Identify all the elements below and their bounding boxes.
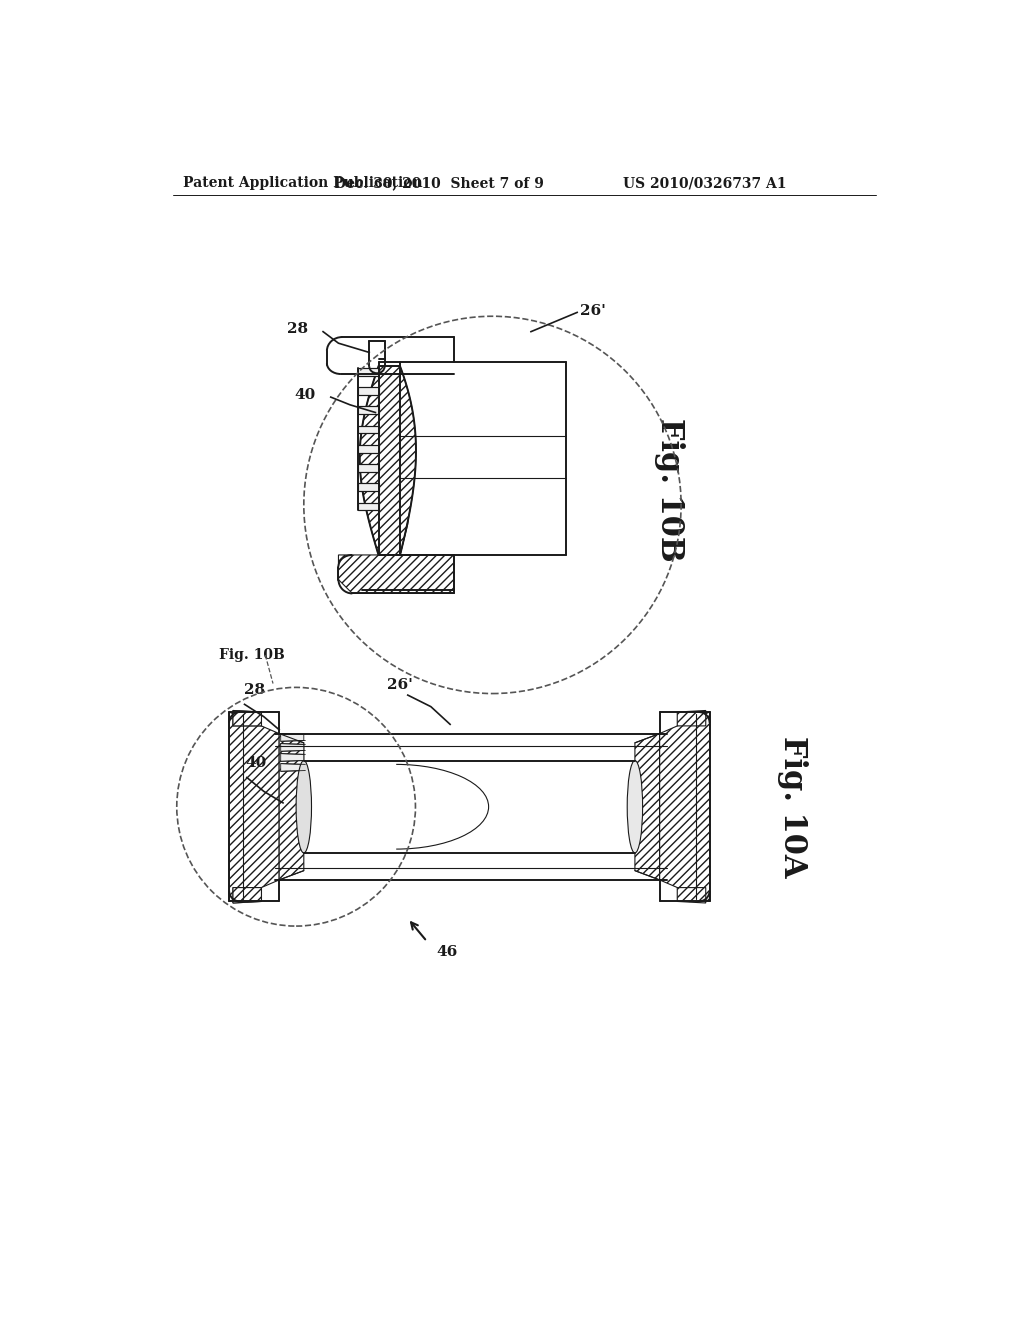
Polygon shape <box>280 734 304 880</box>
Polygon shape <box>233 710 261 726</box>
Polygon shape <box>677 887 706 903</box>
Polygon shape <box>357 425 379 433</box>
Polygon shape <box>379 367 412 554</box>
Text: Dec. 30, 2010  Sheet 7 of 9: Dec. 30, 2010 Sheet 7 of 9 <box>334 176 544 190</box>
Polygon shape <box>281 743 304 751</box>
Polygon shape <box>357 387 379 395</box>
Text: 40: 40 <box>294 388 315 401</box>
Polygon shape <box>339 554 454 594</box>
Polygon shape <box>233 710 261 726</box>
Polygon shape <box>677 710 706 726</box>
Polygon shape <box>281 754 304 762</box>
Polygon shape <box>635 734 659 880</box>
Text: 40: 40 <box>246 756 266 770</box>
Text: 26': 26' <box>387 678 413 692</box>
Text: Patent Application Publication: Patent Application Publication <box>183 176 423 190</box>
Polygon shape <box>229 711 280 902</box>
Text: 26': 26' <box>581 304 606 318</box>
Ellipse shape <box>296 760 311 853</box>
Ellipse shape <box>628 760 643 853</box>
Polygon shape <box>359 367 416 554</box>
Polygon shape <box>357 445 379 453</box>
Polygon shape <box>233 887 261 903</box>
Polygon shape <box>357 465 379 471</box>
Polygon shape <box>357 503 379 511</box>
Text: 28: 28 <box>287 322 307 337</box>
Polygon shape <box>233 887 261 903</box>
Polygon shape <box>281 734 304 742</box>
Text: 46: 46 <box>436 945 458 960</box>
Polygon shape <box>357 407 379 414</box>
Text: Fig. 10B: Fig. 10B <box>654 417 685 561</box>
Polygon shape <box>357 368 379 376</box>
Text: Fig. 10A: Fig. 10A <box>777 737 808 878</box>
Text: Fig. 10B: Fig. 10B <box>219 648 285 663</box>
Text: 28: 28 <box>244 682 265 697</box>
Polygon shape <box>659 711 710 902</box>
Text: US 2010/0326737 A1: US 2010/0326737 A1 <box>624 176 786 190</box>
Polygon shape <box>281 763 304 771</box>
Polygon shape <box>357 483 379 491</box>
